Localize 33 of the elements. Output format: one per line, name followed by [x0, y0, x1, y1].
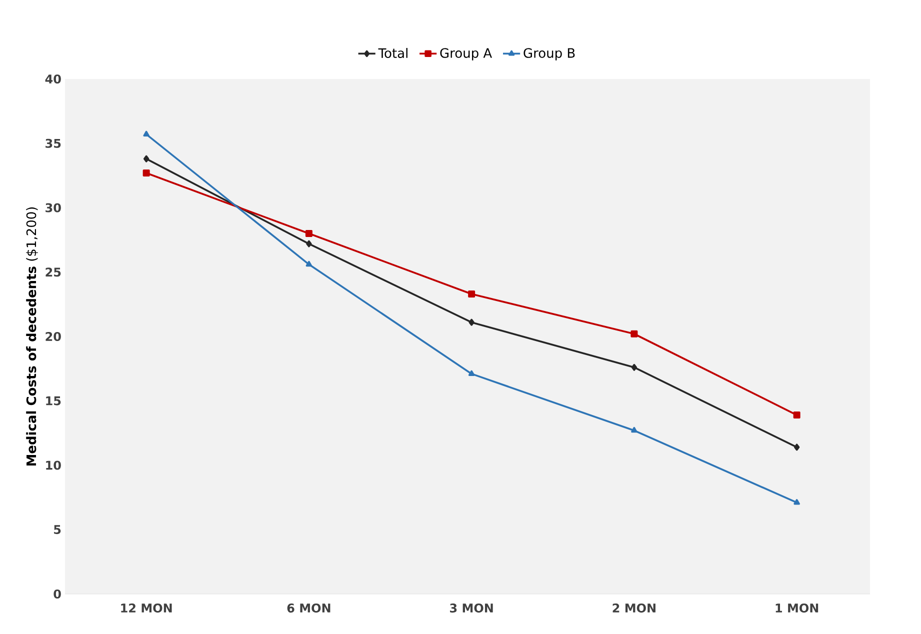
point: [143, 155, 150, 162]
y-tick-label: 30: [46, 203, 61, 212]
point: [306, 240, 312, 248]
point: [630, 330, 638, 338]
y-tick-label: 25: [46, 268, 61, 277]
x-tick-label: 2 MON: [612, 604, 656, 613]
point: [143, 130, 150, 137]
point: [631, 364, 638, 371]
y-tick-label: 40: [45, 74, 61, 84]
point: [794, 499, 800, 505]
x-tick-label: 1 MON: [776, 604, 818, 613]
point: [142, 169, 150, 176]
point: [305, 230, 312, 237]
legend-label: Total: [378, 48, 408, 58]
point: [793, 412, 800, 419]
y-tick-label: 10: [46, 460, 61, 470]
point: [794, 444, 800, 451]
y-tick-label: 35: [46, 138, 61, 148]
point: [468, 290, 476, 298]
y-tick-label: 0: [54, 589, 61, 599]
x-tick-label: 6 MON: [287, 604, 330, 613]
y-tick-label: 5: [54, 525, 61, 534]
y-tick-label: 15: [46, 396, 61, 406]
point: [468, 318, 474, 326]
y-axis-title: Medical Costs of decedents ($1,200): [26, 207, 38, 466]
y-tick-label: 20: [46, 332, 61, 342]
legend-label: Group A: [440, 48, 492, 60]
legend-label: Group B: [524, 48, 575, 60]
x-tick-label: 3 MON: [450, 604, 493, 613]
x-tick-label: 12 MON: [121, 604, 172, 613]
point: [631, 426, 638, 433]
point: [468, 370, 475, 376]
point: [306, 260, 312, 267]
